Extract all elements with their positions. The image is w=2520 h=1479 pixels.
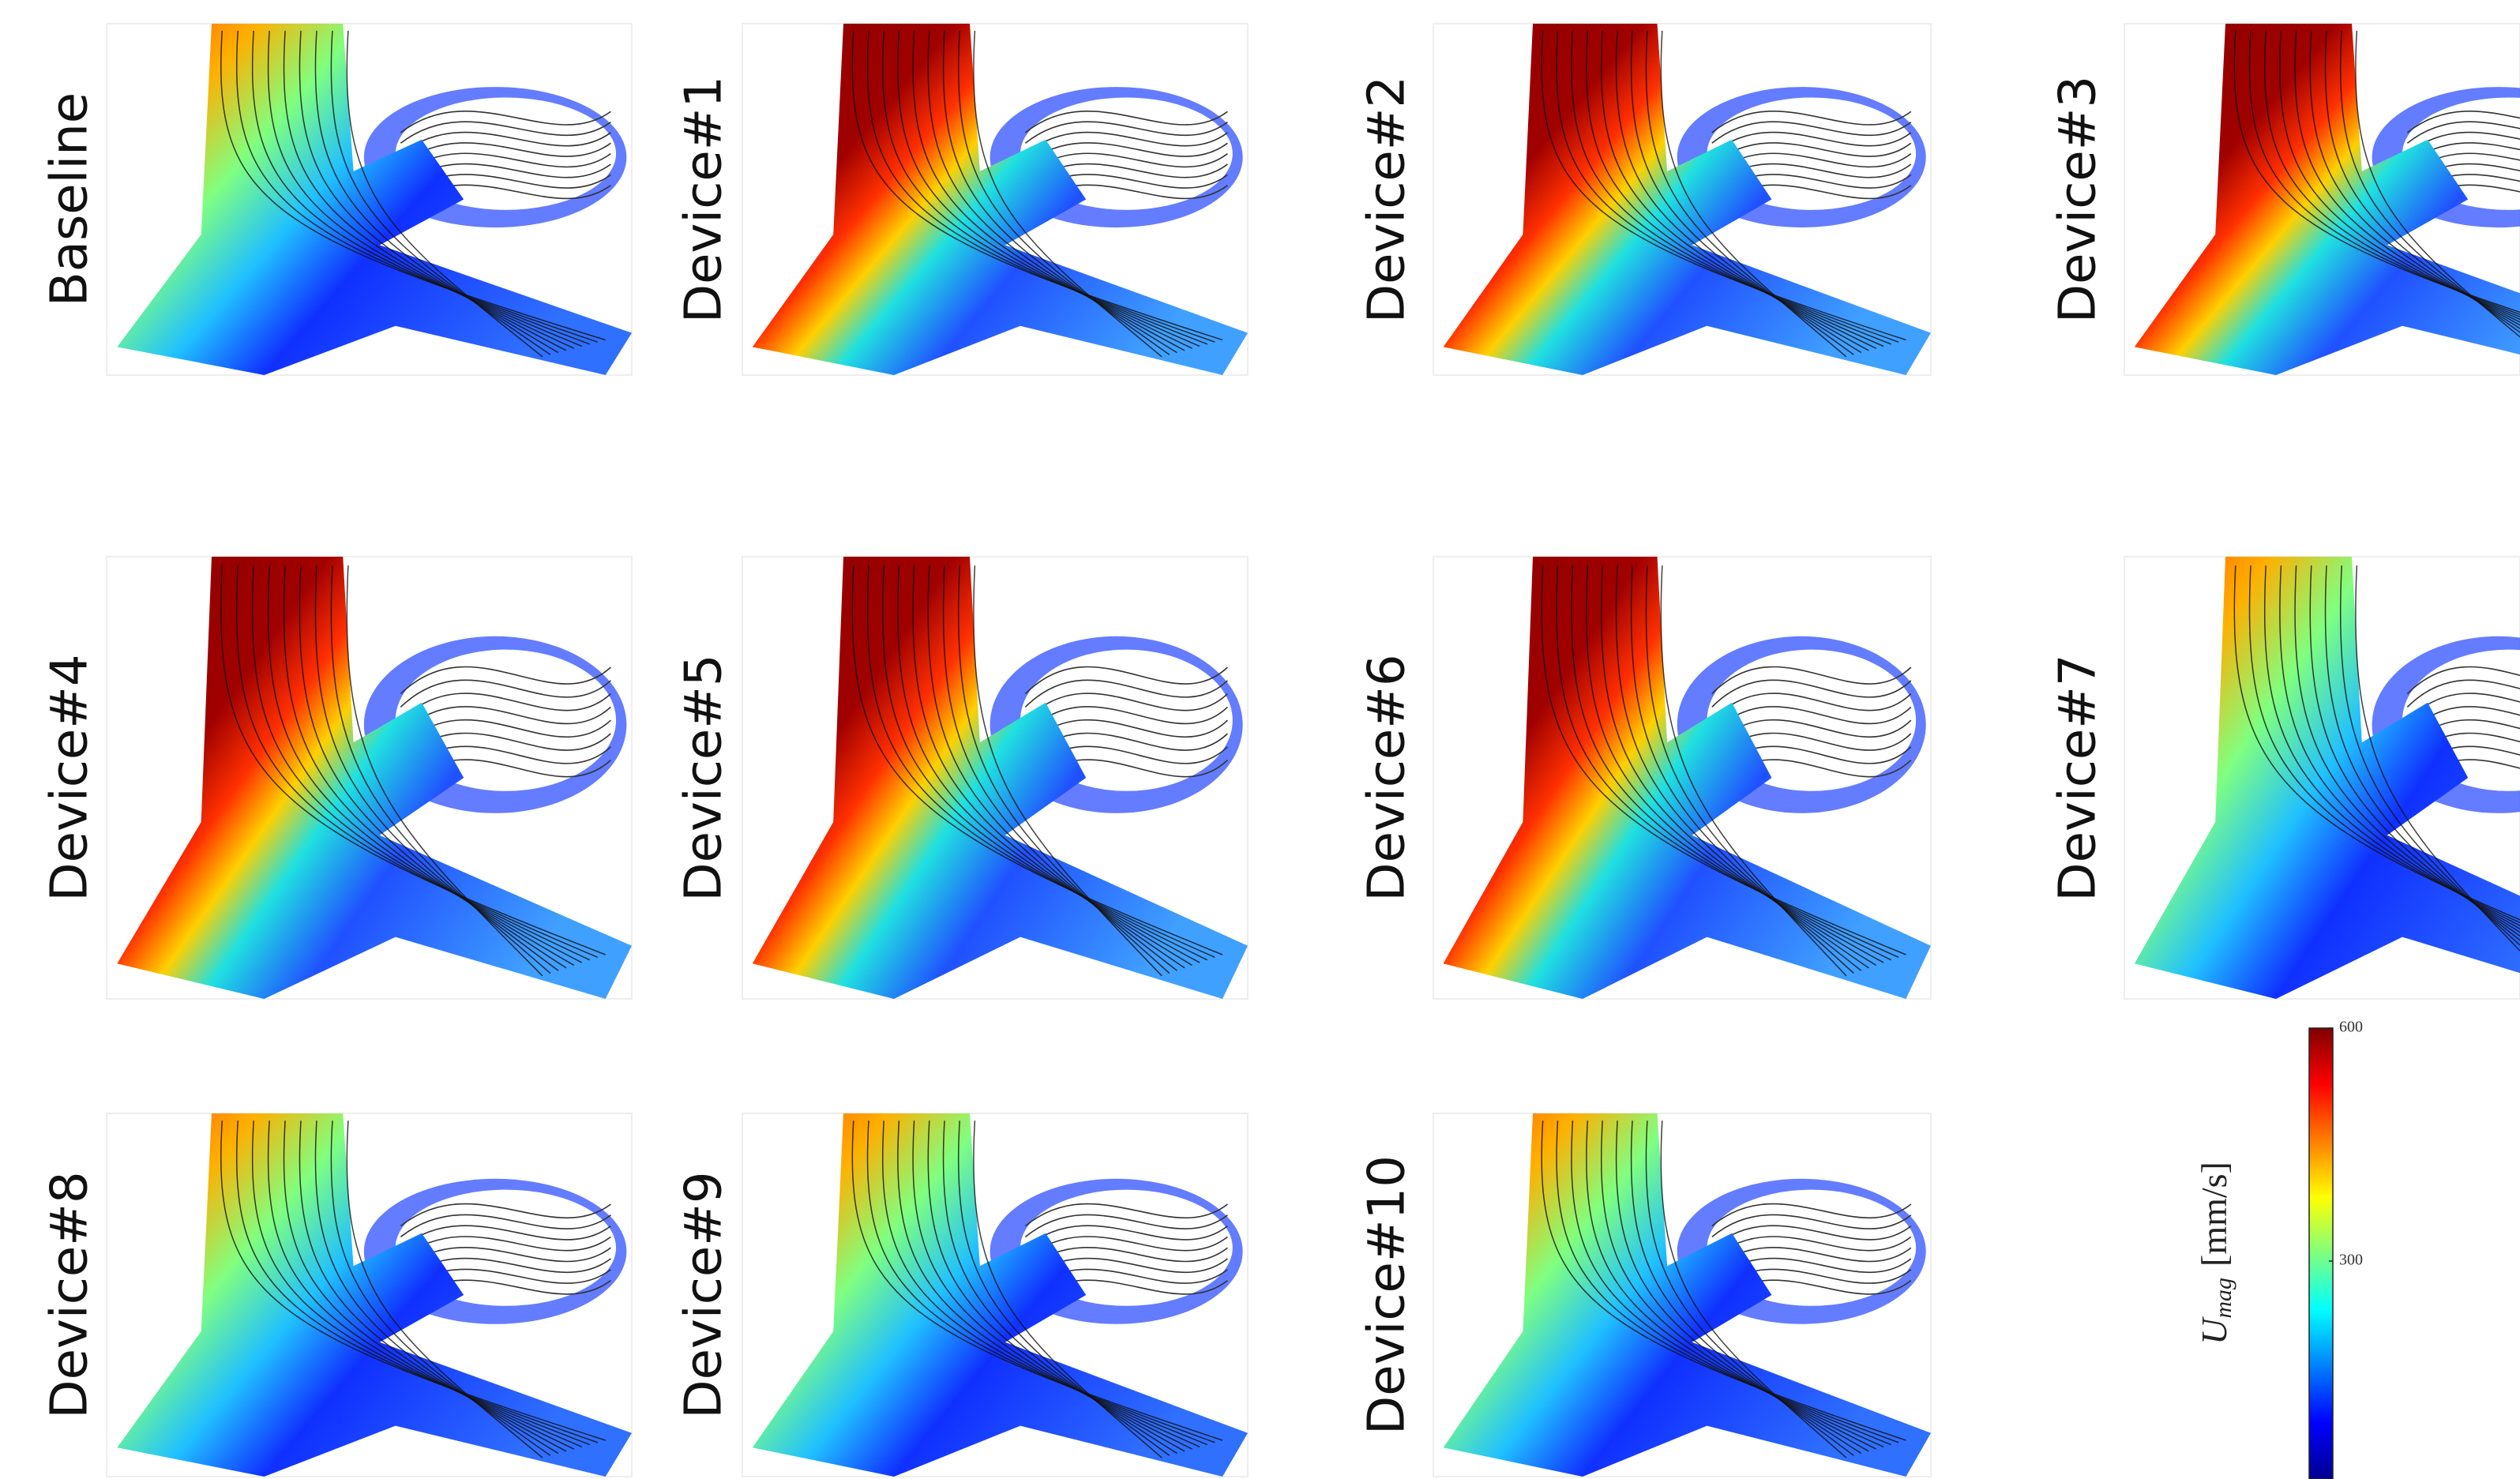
- flow-panel: [742, 1113, 1248, 1477]
- flow-panel: [107, 24, 632, 375]
- flow-panel: [1433, 557, 1931, 999]
- panel-label: Device#5: [675, 654, 734, 901]
- panel-label: Device#1: [675, 76, 734, 323]
- velocity-field: [2135, 24, 2520, 375]
- panel-label: Device#8: [41, 1171, 100, 1418]
- flow-panel: [107, 1113, 632, 1477]
- panel-label: Baseline: [41, 92, 100, 306]
- label-symbol: U: [2194, 1316, 2234, 1345]
- panel-label: Device#6: [1358, 654, 1417, 901]
- page: Baseline Device#1 Device#2 Device#3 Device#4…: [0, 0, 2520, 1479]
- flow-panel: [1433, 1113, 1931, 1477]
- flow-panel: [2124, 557, 2520, 999]
- colorbar-label: Umag [mm/s]: [2194, 1162, 2236, 1345]
- panel-label: Device#3: [2049, 76, 2108, 323]
- flow-panel: [2124, 24, 2520, 375]
- panel-label: Device#9: [675, 1171, 734, 1418]
- panel-label: Device#4: [41, 654, 100, 901]
- panel-label: Device#2: [1358, 76, 1417, 323]
- figure: Baseline Device#1 Device#2 Device#3 Device#4…: [0, 0, 2520, 1479]
- colorbar-tick-label: 600: [2339, 1019, 2363, 1036]
- flow-panel: [107, 557, 632, 999]
- panel-label: Device#7: [2049, 654, 2108, 901]
- velocity-field: [2135, 557, 2520, 999]
- flow-panel: [742, 557, 1248, 999]
- flow-panel: [1433, 24, 1931, 375]
- colorbar-tick-label: 300: [2339, 1252, 2363, 1269]
- panel-label: Device#10: [1358, 1155, 1417, 1435]
- flow-panel: [742, 24, 1248, 375]
- label-unit: [mm/s]: [2194, 1162, 2234, 1267]
- label-subscript: mag: [2210, 1278, 2236, 1319]
- colorbar: [2309, 1028, 2333, 1479]
